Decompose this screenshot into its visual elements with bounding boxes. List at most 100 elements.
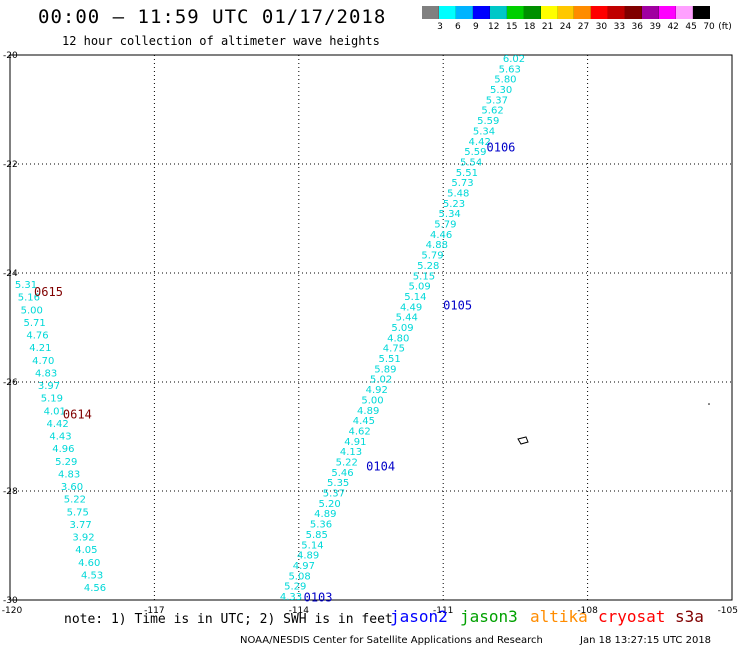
- pass-time-label: 0615: [34, 285, 63, 299]
- wave-height-value: 3.97: [38, 381, 60, 392]
- x-tick-label: -117: [144, 606, 164, 616]
- legend-jason2: jason2: [390, 607, 448, 626]
- legend-jason3: jason3: [460, 607, 518, 626]
- wave-height-value: 4.42: [46, 419, 68, 430]
- wave-height-value: 4.49: [400, 302, 422, 313]
- legend-swatch: [506, 6, 524, 19]
- wave-height-value: 5.31: [15, 280, 37, 291]
- pass-time-label: 0106: [487, 141, 516, 155]
- pass-time-label: 0104: [366, 459, 395, 473]
- wave-height-value: 3.77: [69, 520, 91, 531]
- wave-height-value: 4.46: [430, 230, 452, 241]
- y-tick-label: -24: [3, 269, 18, 279]
- map-subtitle: 12 hour collection of altimeter wave hei…: [62, 34, 380, 48]
- legend-label: 15: [505, 22, 518, 32]
- wave-height-value: 5.80: [494, 75, 516, 86]
- legend-swatch: [693, 6, 710, 19]
- legend-swatch: [676, 6, 693, 19]
- legend-swatch: [472, 6, 490, 19]
- wave-height-value: 5.30: [490, 85, 512, 96]
- wave-height-value: 5.00: [21, 305, 43, 316]
- wave-height-value: 4.89: [297, 551, 319, 562]
- wave-height-value: 4.70: [32, 356, 54, 367]
- x-tick-label: -120: [2, 606, 23, 616]
- legend-label: 36: [631, 22, 644, 32]
- wave-height-value: 3.60: [61, 482, 83, 493]
- wave-height-value: 5.89: [374, 364, 396, 375]
- wave-height-value: 5.73: [451, 178, 473, 189]
- wave-height-value: 4.96: [52, 444, 74, 455]
- wave-height-value: 5.09: [391, 323, 413, 334]
- wave-height-value: 5.44: [396, 313, 418, 324]
- wave-height-value: 4.53: [81, 570, 103, 581]
- legend-swatch: [625, 6, 643, 19]
- legend-cryosat: cryosat: [598, 607, 666, 626]
- color-scale-legend: 3 6 9 12 15 18 21 24 27 30 33 36 39 42 45 70 (ft): [422, 6, 732, 36]
- pass-time-label: 0614: [63, 408, 92, 422]
- wave-height-value: 5.15: [413, 271, 435, 282]
- wave-height-value: 4.89: [357, 406, 379, 417]
- wave-height-value: 5.14: [301, 540, 323, 551]
- wave-height-value: 4.88: [426, 240, 448, 251]
- legend-label: 12: [488, 22, 500, 32]
- legend-label: 39: [649, 22, 661, 32]
- wave-height-value: 5.29: [284, 582, 306, 593]
- legend-altika: altika: [530, 607, 588, 626]
- island-dot: [708, 403, 710, 405]
- legend-swatch: [557, 6, 575, 19]
- wave-height-value: 4.43: [49, 432, 71, 443]
- wave-height-value: 4.62: [348, 426, 370, 437]
- wave-height-value: 5.34: [473, 126, 495, 137]
- pass-time-label: 0103: [304, 590, 333, 604]
- wave-height-value: 5.51: [379, 354, 401, 365]
- y-tick-label: -30: [3, 596, 18, 606]
- wave-height-value: 5.09: [409, 282, 431, 293]
- legend-label: 21: [541, 22, 554, 32]
- x-tick-label: -111: [433, 606, 453, 616]
- y-tick-label: -22: [3, 160, 18, 170]
- wave-height-value: 5.02: [370, 375, 392, 386]
- wave-height-value: 4.05: [75, 545, 97, 556]
- legend-label: 42: [667, 22, 679, 32]
- wave-height-value: 5.35: [327, 478, 349, 489]
- wave-height-value: 5.63: [499, 64, 521, 75]
- wave-height-value: 4.56: [84, 583, 106, 594]
- legend-swatches: [422, 6, 710, 19]
- note-text: note: 1) Time is in UTC; 2) SWH is in fe…: [64, 612, 393, 627]
- wave-height-value: 5.23: [443, 199, 465, 210]
- legend-swatch: [422, 6, 439, 19]
- legend-swatch: [591, 6, 609, 19]
- wave-height-value: 5.46: [331, 468, 353, 479]
- y-tick-label: -26: [3, 378, 18, 388]
- legend-label: 33: [613, 22, 626, 32]
- legend-label: 45: [685, 22, 697, 32]
- wave-height-value: 5.28: [417, 261, 439, 272]
- wave-height-value: 4.13: [340, 447, 362, 458]
- legend-label: 70: [703, 22, 715, 32]
- wave-height-value: 4.92: [366, 385, 388, 396]
- wave-height-value: 5.20: [318, 499, 340, 510]
- wave-height-value: 5.51: [456, 168, 478, 179]
- legend-swatch: [642, 6, 660, 19]
- wave-height-value: 5.14: [404, 292, 426, 303]
- wave-height-value: 5.79: [421, 251, 443, 262]
- wave-height-value: 4.76: [26, 331, 48, 342]
- wave-height-value: 5.75: [67, 507, 89, 518]
- wave-height-value: 5.79: [434, 220, 456, 231]
- wave-height-value: 4.42: [469, 137, 491, 148]
- wave-height-value: 5.08: [288, 571, 310, 582]
- legend-swatch: [455, 6, 473, 19]
- wave-height-value: 5.37: [323, 489, 345, 500]
- wave-height-value: 4.45: [353, 416, 375, 427]
- legend-swatch: [659, 6, 677, 19]
- legend-swatch: [438, 6, 456, 19]
- wave-height-value: 5.48: [447, 189, 469, 200]
- legend-label: 24: [559, 22, 572, 32]
- legend-swatch: [540, 6, 558, 19]
- wave-height-value: 5.54: [460, 157, 482, 168]
- x-tick-label: -114: [289, 606, 310, 616]
- legend-label: 6: [455, 22, 461, 32]
- credit-text: NOAA/NESDIS Center for Satellite Applica…: [240, 635, 543, 646]
- legend-swatch: [608, 6, 626, 19]
